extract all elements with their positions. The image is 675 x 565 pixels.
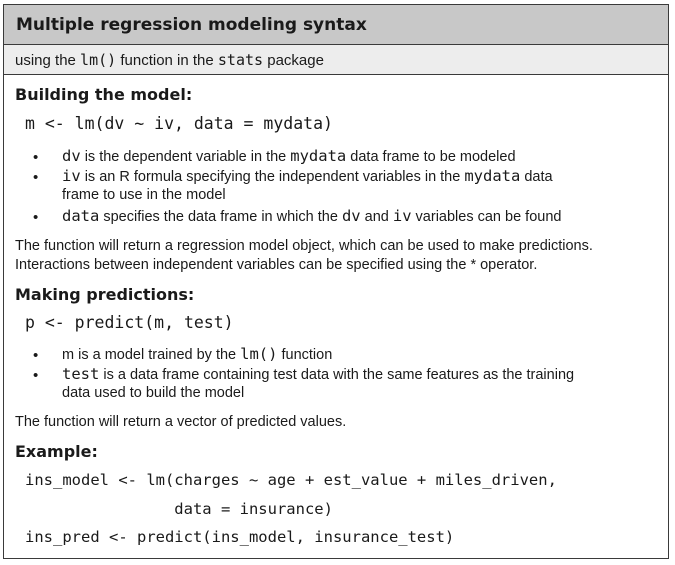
- bullet: •: [33, 209, 39, 226]
- building-paragraph-line1: The function will return a regression mo…: [15, 238, 593, 254]
- title-bar: Multiple regression modeling syntax: [4, 5, 668, 45]
- bullet-text: is the dependent variable in the: [80, 149, 291, 165]
- bullet: •: [33, 347, 39, 364]
- bullet-test: test is a data frame containing test dat…: [62, 365, 574, 385]
- bullet-dv: dv is the dependent variable in the myda…: [62, 147, 516, 167]
- example-code-line: ins_model <- lm(charges ~ age + est_valu…: [25, 471, 557, 489]
- predictions-heading: Making predictions:: [15, 285, 195, 304]
- predictions-paragraph: The function will return a vector of pre…: [15, 414, 347, 430]
- bullet-text: is a data frame containing test data wit…: [99, 367, 575, 383]
- example-code-line: ins_pred <- predict(ins_model, insurance…: [25, 528, 455, 546]
- bullet-text: variables can be found: [411, 209, 562, 225]
- subtitle-bar: using the lm() function in the stats pac…: [4, 45, 668, 75]
- bullet-text: function: [277, 347, 333, 363]
- bullet-text: is a model trained by the: [74, 347, 241, 363]
- package-name: stats: [217, 51, 264, 69]
- bullet-text: is an R formula specifying the independe…: [80, 169, 465, 185]
- bullet-iv: iv is an R formula specifying the indepe…: [62, 167, 553, 187]
- code-term: dv: [62, 147, 81, 165]
- code-term: test: [62, 365, 100, 383]
- bullet-text: specifies the data frame in which the: [99, 209, 342, 225]
- building-code: m <- lm(dv ~ iv, data = mydata): [25, 114, 333, 133]
- subtitle-text: function in the: [116, 52, 218, 69]
- box-title: Multiple regression modeling syntax: [16, 15, 367, 35]
- subtitle-text: package: [263, 52, 324, 69]
- syntax-box: Multiple regression modeling syntax usin…: [3, 4, 669, 559]
- example-heading: Example:: [15, 442, 98, 461]
- bullet-text: data frame to be modeled: [346, 149, 516, 165]
- building-paragraph-line2: Interactions between independent variabl…: [15, 257, 538, 273]
- bullet-m: m is a model trained by the lm() functio…: [62, 345, 332, 365]
- code-term: data: [62, 207, 100, 225]
- bullet: •: [33, 169, 39, 186]
- predictions-code: p <- predict(m, test): [25, 313, 234, 332]
- bullet: •: [33, 149, 39, 166]
- function-name: lm(): [80, 51, 117, 69]
- subtitle: using the lm() function in the stats pac…: [15, 51, 324, 69]
- code-term: lm(): [240, 345, 278, 363]
- code-term: mydata: [290, 147, 347, 165]
- bullet-data: data specifies the data frame in which t…: [62, 207, 561, 227]
- code-term: dv: [341, 207, 361, 225]
- bullet-text: data: [520, 169, 553, 185]
- code-term: mydata: [464, 167, 521, 185]
- building-heading: Building the model:: [15, 85, 193, 104]
- example-code-line: data = insurance): [25, 500, 333, 518]
- bullet-iv-line2: frame to use in the model: [62, 187, 226, 203]
- bullet: •: [33, 367, 39, 384]
- bullet-test-line2: data used to build the model: [62, 385, 245, 401]
- code-term: m: [62, 347, 75, 363]
- subtitle-text: using the: [15, 52, 81, 69]
- code-term: iv: [62, 167, 81, 185]
- bullet-text: and: [360, 209, 393, 225]
- code-term: iv: [392, 207, 412, 225]
